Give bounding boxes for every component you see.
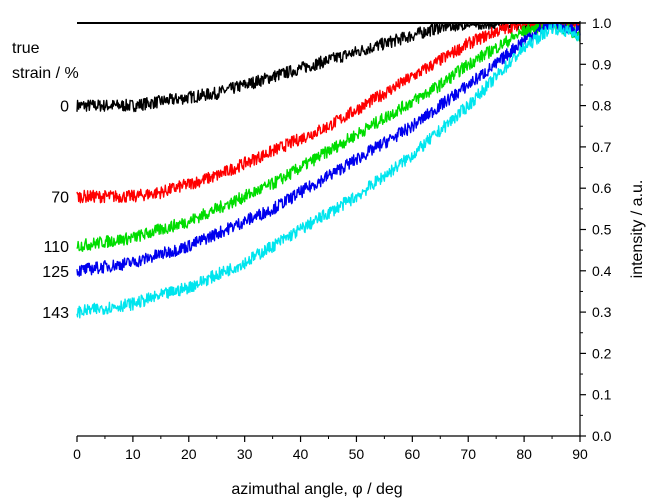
x-tick-label: 50	[349, 446, 365, 462]
series-label-125: 125	[42, 264, 69, 281]
series-label-110: 110	[43, 239, 69, 256]
x-axis-title: azimuthal angle, φ / deg	[231, 481, 402, 498]
y-tick-label: 0.5	[592, 222, 612, 238]
x-tick-label: 90	[572, 446, 588, 462]
series-line-70	[76, 22, 581, 204]
x-tick-label: 80	[516, 446, 532, 462]
y-tick-label: 0.1	[592, 387, 612, 403]
x-tick-label: 60	[405, 446, 421, 462]
series-label-143: 143	[42, 305, 69, 322]
x-tick-label: 10	[125, 446, 141, 462]
series-line-0	[76, 22, 581, 113]
y-tick-label: 0.7	[592, 139, 612, 155]
y-tick-label: 0.8	[592, 98, 612, 114]
x-tick-label: 30	[237, 446, 253, 462]
y-tick-label: 0.6	[592, 180, 612, 196]
y-tick-label: 0.4	[592, 263, 612, 279]
x-tick-label: 20	[181, 446, 197, 462]
y-tick-label: 0.0	[592, 428, 612, 444]
x-tick-label: 40	[293, 446, 309, 462]
y-axis-title: intensity / a.u.	[629, 180, 646, 279]
plot-area: 0 70 110 125 143	[42, 22, 581, 322]
x-tick-label: 70	[460, 446, 476, 462]
strain-title-line1: true	[12, 40, 40, 57]
axes: 0 10 20 30 40 50 60 70 80 900.0 0.1 0.2 0.3 0.4 0.5 0.6…	[73, 15, 612, 462]
series-label-70: 70	[51, 189, 69, 206]
series-label-0: 0	[60, 99, 69, 116]
y-tick-label: 1.0	[592, 15, 612, 31]
series-line-143	[76, 22, 581, 319]
x-tick-label: 0	[73, 446, 81, 462]
y-tick-label: 0.3	[592, 304, 612, 320]
strain-title-line2: strain / %	[12, 65, 79, 82]
y-tick-label: 0.2	[592, 345, 612, 361]
series-line-110	[76, 22, 581, 252]
y-tick-label: 0.9	[592, 56, 612, 72]
series-line-125	[76, 22, 581, 277]
